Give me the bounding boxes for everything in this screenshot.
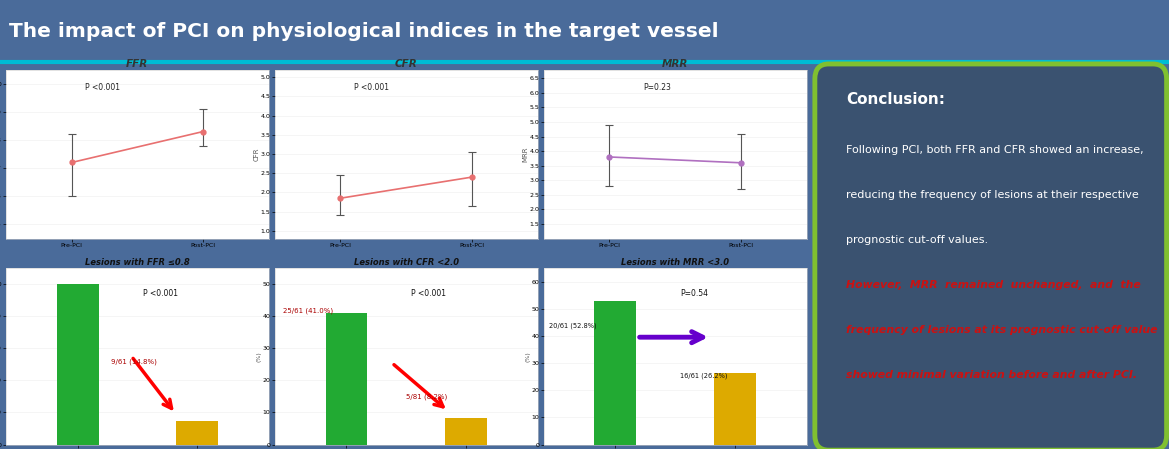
- Y-axis label: (%): (%): [525, 351, 531, 361]
- Title: Lesions with MRR <3.0: Lesions with MRR <3.0: [621, 258, 729, 267]
- Text: P <0.001: P <0.001: [143, 289, 178, 298]
- Text: However,  MRR  remained  unchanged,  and  the: However, MRR remained unchanged, and the: [846, 280, 1141, 290]
- Text: 25/61 (41.0%): 25/61 (41.0%): [283, 307, 333, 313]
- Y-axis label: (%): (%): [256, 351, 262, 361]
- Bar: [325, 313, 367, 445]
- Text: P <0.001: P <0.001: [84, 83, 119, 92]
- Text: reducing the frequency of lesions at their respective: reducing the frequency of lesions at the…: [846, 189, 1139, 199]
- Text: The impact of PCI on physiological indices in the target vessel: The impact of PCI on physiological indic…: [9, 22, 719, 41]
- Title: Lesions with FFR ≤0.8: Lesions with FFR ≤0.8: [85, 258, 189, 267]
- Bar: [56, 284, 98, 445]
- Text: 20/61 (52.8%): 20/61 (52.8%): [549, 323, 596, 330]
- Text: Following PCI, both FFR and CFR showed an increase,: Following PCI, both FFR and CFR showed a…: [846, 145, 1143, 154]
- Y-axis label: MRR: MRR: [523, 146, 528, 162]
- Title: Lesions with CFR <2.0: Lesions with CFR <2.0: [354, 258, 458, 267]
- Text: Conclusion:: Conclusion:: [846, 92, 945, 107]
- Title: FFR: FFR: [126, 59, 148, 69]
- Title: MRR: MRR: [662, 59, 689, 69]
- Text: prognostic cut-off values.: prognostic cut-off values.: [846, 234, 988, 245]
- FancyBboxPatch shape: [815, 64, 1167, 449]
- Text: 16/61 (26.2%): 16/61 (26.2%): [680, 372, 728, 379]
- Text: P=0.23: P=0.23: [643, 83, 671, 92]
- Bar: [445, 418, 487, 445]
- Text: 5/81 (8.2%): 5/81 (8.2%): [407, 394, 448, 400]
- Title: CFR: CFR: [395, 59, 417, 69]
- Text: 9/61 (14.8%): 9/61 (14.8%): [111, 358, 157, 365]
- Text: P=0.54: P=0.54: [680, 289, 708, 298]
- Bar: [714, 373, 756, 445]
- Text: P <0.001: P <0.001: [411, 289, 447, 298]
- Text: showed minimal variation before and after PCI.: showed minimal variation before and afte…: [846, 370, 1137, 379]
- Text: P <0.001: P <0.001: [353, 83, 388, 92]
- Bar: [177, 421, 219, 445]
- Text: frequency of lesions at its prognostic cut-off value: frequency of lesions at its prognostic c…: [846, 325, 1157, 335]
- Bar: [594, 301, 636, 445]
- Y-axis label: CFR: CFR: [254, 147, 260, 161]
